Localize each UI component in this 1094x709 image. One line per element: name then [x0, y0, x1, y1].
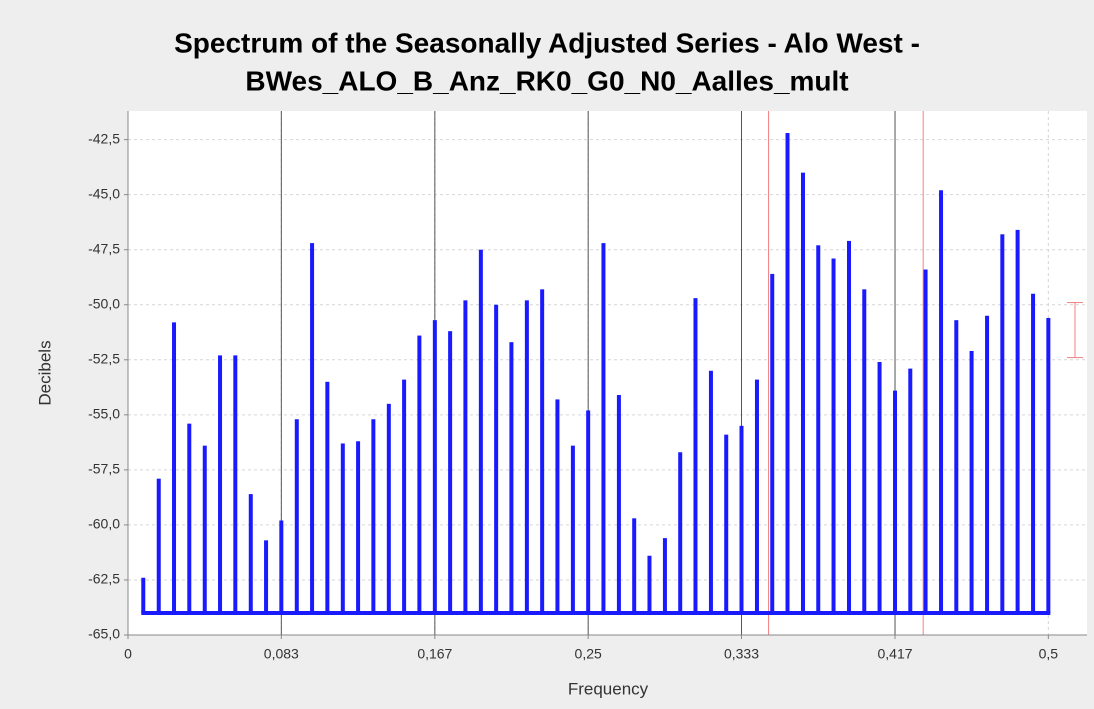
spike — [908, 368, 913, 613]
spike — [985, 315, 990, 613]
x-tick-label: 0,5 — [1039, 646, 1059, 662]
spike — [463, 300, 468, 613]
spike — [448, 331, 453, 613]
x-tick-label: 0,417 — [877, 646, 912, 662]
spike — [708, 370, 713, 613]
spike — [785, 133, 790, 613]
spike — [800, 172, 805, 613]
y-axis-label: Decibels — [35, 340, 54, 405]
spike — [632, 518, 637, 613]
spike — [831, 258, 836, 613]
spike — [141, 577, 146, 613]
spike — [218, 355, 223, 613]
spike — [156, 478, 161, 613]
spike — [356, 441, 361, 613]
spike — [1015, 229, 1020, 613]
spike — [877, 361, 882, 613]
spike — [693, 298, 698, 613]
spike — [1031, 293, 1036, 613]
y-tick-label: -57,5 — [88, 461, 120, 477]
spike — [386, 403, 391, 613]
y-tick-label: -60,0 — [88, 516, 120, 532]
spike — [325, 381, 330, 613]
spike — [340, 443, 345, 613]
x-tick-label: 0,333 — [724, 646, 759, 662]
spike — [264, 540, 269, 613]
chart-title: Spectrum of the Seasonally Adjusted Seri… — [174, 27, 920, 58]
x-tick-label: 0,167 — [417, 646, 452, 662]
y-tick-label: -50,0 — [88, 295, 120, 311]
spike — [172, 322, 177, 613]
spike — [187, 423, 192, 613]
x-tick-label: 0 — [124, 646, 132, 662]
plot-area — [128, 111, 1087, 635]
spike — [939, 190, 944, 613]
spike — [1000, 234, 1005, 613]
chart-subtitle: BWes_ALO_B_Anz_RK0_G0_N0_Aalles_mult — [245, 65, 848, 96]
spike — [846, 240, 851, 613]
spike — [678, 452, 683, 613]
spike — [494, 304, 499, 613]
spike — [202, 445, 207, 613]
y-tick-label: -52,5 — [88, 350, 120, 366]
spike — [432, 320, 437, 613]
spike — [402, 379, 407, 613]
spike — [754, 379, 759, 613]
y-tick-label: -62,5 — [88, 571, 120, 587]
spike — [310, 243, 315, 613]
spike — [816, 245, 821, 613]
spike — [770, 273, 775, 613]
spike — [248, 494, 253, 613]
spike — [524, 300, 529, 613]
spike — [969, 350, 974, 613]
y-tick-label: -55,0 — [88, 406, 120, 422]
spike — [1046, 317, 1051, 613]
spike — [616, 395, 621, 613]
spike — [294, 419, 299, 613]
spike — [570, 445, 575, 613]
spike — [371, 419, 376, 613]
y-tick-label: -65,0 — [88, 626, 120, 642]
y-tick-label: -42,5 — [88, 130, 120, 146]
spike — [862, 289, 867, 613]
spike — [739, 425, 744, 613]
spike — [540, 289, 545, 613]
spike — [586, 410, 591, 613]
spike — [923, 269, 928, 613]
spike — [724, 434, 729, 613]
spike — [478, 249, 483, 613]
x-tick-label: 0,25 — [575, 646, 602, 662]
x-tick-label: 0,083 — [264, 646, 299, 662]
spike — [601, 243, 606, 613]
spike — [509, 342, 514, 613]
spike — [417, 335, 422, 613]
spike — [647, 555, 652, 613]
y-tick-label: -47,5 — [88, 240, 120, 256]
spike — [662, 538, 667, 613]
spike — [954, 320, 959, 613]
y-tick-label: -45,0 — [88, 185, 120, 201]
x-axis-label: Frequency — [568, 679, 649, 698]
spike — [555, 399, 560, 613]
spike — [893, 390, 898, 613]
spike — [233, 355, 238, 613]
spike — [279, 520, 284, 613]
